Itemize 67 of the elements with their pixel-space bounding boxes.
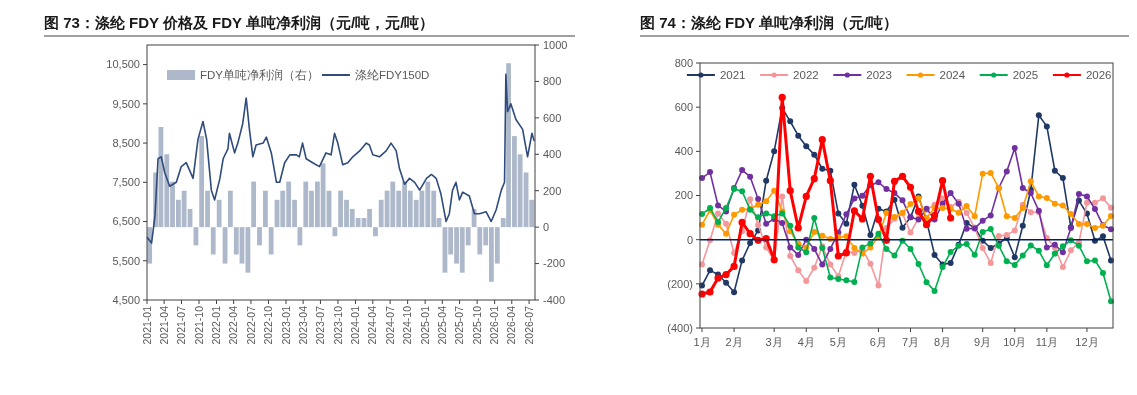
x-tick-label: 6月 [869,336,887,348]
x-tick-label: 10月 [1003,336,1027,348]
y-tick-label: 8,500 [112,136,140,149]
y-tick-label: 0 [686,233,693,246]
legend-label: 2024 [939,69,966,82]
x-tick-label: 2022-04 [227,305,240,345]
x-tick-label: 2022-01 [210,305,223,345]
x-tick-label: 4月 [797,336,815,348]
y-tick-label: 600 [674,101,693,114]
legend-label: 2026 [1085,69,1112,82]
x-tick-label: 2025-10 [470,305,483,345]
y-tick-label: 400 [674,145,693,158]
x-tick-label: 2026-04 [505,305,518,345]
y-tick-label: (400) [667,321,693,334]
y-tick-label: 10,500 [106,58,140,71]
x-tick-label: 9月 [974,336,992,348]
x-tick-label: 3月 [765,336,783,348]
y-tick-label: 9,500 [112,97,140,110]
x-tick-label: 2024-04 [366,305,379,345]
y-tick-label: (200) [667,277,693,290]
y2-tick-label: 800 [543,75,562,88]
x-tick-label: 7月 [901,336,920,348]
x-tick-label: 2023-10 [331,305,344,345]
y2-tick-label: 0 [543,220,550,233]
legend-label: 2022 [793,69,819,82]
x-tick-label: 2022-10 [262,305,275,345]
y-tick-label: 4,500 [112,293,140,306]
y-tick-label: 800 [674,56,693,69]
x-tick-label: 12月 [1075,336,1099,348]
x-tick-label: 2025-07 [453,305,466,345]
chart-title: 图 73：涤纶 FDY 价格及 FDY 单吨净利润（元/吨，元/吨） [44,14,435,31]
legend-label: 涤纶FDY150D [354,69,430,82]
x-tick-label: 2026-07 [522,305,535,345]
x-tick-label: 2021-04 [157,305,170,345]
x-tick-label: 2021-07 [175,305,188,345]
y2-tick-label: -400 [543,293,566,306]
x-tick-label: 2022-07 [244,305,257,345]
x-tick-label: 2月 [725,336,743,348]
y-tick-label: 5,500 [112,254,140,267]
y2-tick-label: 600 [543,111,562,124]
x-tick-label: 8月 [934,336,952,348]
legend-label: 2021 [719,69,746,82]
x-tick-label: 2024-07 [383,305,396,345]
x-tick-label: 2025-04 [435,305,448,345]
x-tick-label: 2024-10 [401,305,414,345]
x-tick-label: 2021-01 [140,305,153,345]
x-tick-label: 11月 [1035,336,1059,348]
y-tick-label: 7,500 [112,176,140,189]
legend-label: 2023 [866,69,892,82]
legend-label: FDY单吨净利润（右） [200,68,319,83]
x-tick-label: 2023-01 [279,305,292,345]
x-tick-label: 2023-04 [296,305,309,345]
x-tick-label: 2023-07 [314,305,327,345]
x-tick-label: 2021-10 [192,305,205,345]
legend-label: 2025 [1012,69,1039,82]
x-tick-label: 2025-01 [418,305,431,345]
x-tick-label: 2024-01 [349,305,362,345]
x-tick-label: 1月 [693,336,711,348]
y-tick-label: 200 [674,189,693,202]
chart-title: 图 74：涤纶 FDY 单吨净利润（元/吨） [640,14,899,31]
x-tick-label: 2026-01 [488,305,501,345]
x-tick-label: 5月 [829,336,847,348]
y2-tick-label: 200 [543,184,562,197]
y2-tick-label: -200 [543,257,566,270]
y-tick-label: 6,500 [112,215,140,228]
y2-tick-label: 1000 [543,38,568,51]
y2-tick-label: 400 [543,148,562,161]
